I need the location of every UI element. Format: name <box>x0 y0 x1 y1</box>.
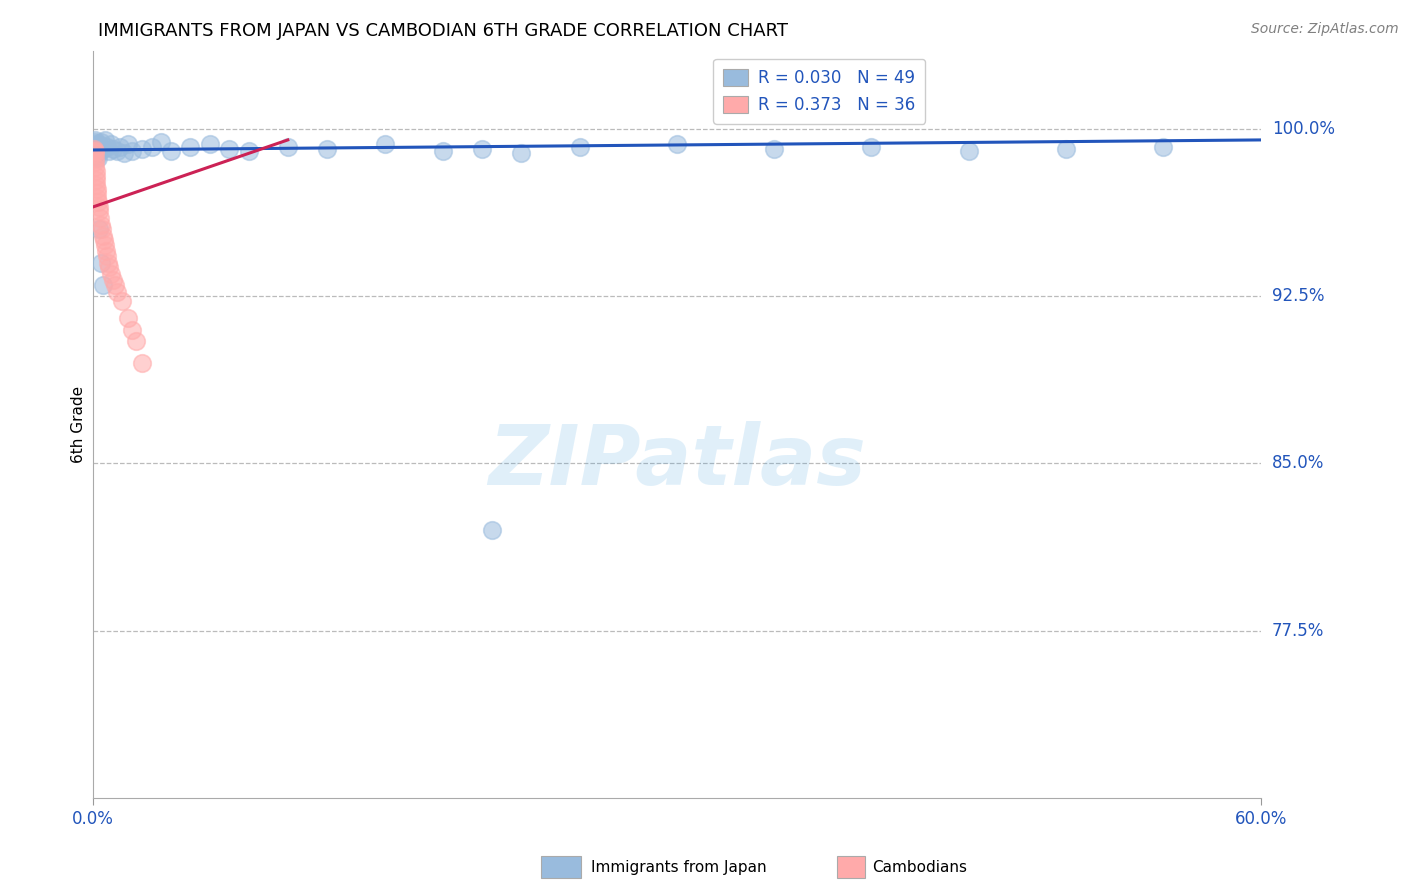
Point <box>374 137 396 152</box>
Point <box>87 195 110 210</box>
Point <box>315 142 337 156</box>
Point <box>87 144 110 158</box>
Y-axis label: 6th Grade: 6th Grade <box>72 386 86 463</box>
Point <box>101 142 124 156</box>
Text: ZIPatlas: ZIPatlas <box>488 421 866 502</box>
Point <box>238 144 260 158</box>
Point <box>125 334 148 348</box>
Point <box>105 144 128 158</box>
Text: 77.5%: 77.5% <box>1272 622 1324 640</box>
Point <box>84 155 107 169</box>
Point <box>160 144 183 158</box>
Point <box>97 144 120 158</box>
Point <box>218 142 240 156</box>
Point <box>763 142 786 156</box>
Point <box>94 244 117 259</box>
Point <box>83 144 105 158</box>
Point <box>83 144 105 158</box>
Point <box>83 142 105 156</box>
Point <box>93 233 115 247</box>
Point <box>84 169 107 183</box>
Point <box>101 273 124 287</box>
Point <box>100 267 122 281</box>
Point <box>141 139 163 153</box>
Point <box>105 285 128 299</box>
Point <box>91 222 114 236</box>
Point <box>90 255 112 269</box>
Point <box>96 139 118 153</box>
Point <box>150 135 173 149</box>
Point <box>957 144 980 158</box>
Point <box>83 139 105 153</box>
Point <box>89 139 111 153</box>
Point <box>86 191 108 205</box>
Point <box>432 144 454 158</box>
Point <box>131 356 153 370</box>
Text: Source: ZipAtlas.com: Source: ZipAtlas.com <box>1251 22 1399 37</box>
Point <box>87 137 110 152</box>
Point <box>471 142 494 156</box>
Point <box>84 142 107 156</box>
Point <box>860 139 883 153</box>
Point <box>84 178 107 192</box>
Point <box>198 137 221 152</box>
Point <box>90 135 112 149</box>
Point <box>87 200 110 214</box>
Point <box>568 139 591 153</box>
Point <box>665 137 688 152</box>
Point <box>100 137 122 152</box>
Point <box>103 277 125 292</box>
Point <box>94 237 117 252</box>
Point <box>86 146 108 161</box>
Point <box>277 139 299 153</box>
Point <box>83 146 105 161</box>
Point <box>179 139 201 153</box>
Point <box>117 137 139 152</box>
Point <box>121 322 143 336</box>
Point <box>86 186 108 201</box>
Text: 100.0%: 100.0% <box>1272 120 1334 137</box>
Point <box>117 311 139 326</box>
Point <box>1152 139 1174 153</box>
Text: Immigrants from Japan: Immigrants from Japan <box>591 860 766 874</box>
Point <box>110 139 132 153</box>
Point <box>510 146 533 161</box>
Point <box>89 211 111 225</box>
Point <box>131 142 153 156</box>
Text: Cambodians: Cambodians <box>872 860 967 874</box>
Text: 85.0%: 85.0% <box>1272 454 1324 473</box>
Point <box>84 160 107 174</box>
Point <box>86 148 108 162</box>
Point <box>1054 142 1077 156</box>
Point <box>111 293 134 308</box>
Point <box>91 142 114 156</box>
Point <box>112 146 135 161</box>
Point <box>84 133 107 147</box>
Text: 92.5%: 92.5% <box>1272 287 1324 305</box>
Point <box>87 204 110 219</box>
Point <box>91 277 114 292</box>
Point <box>91 228 114 243</box>
Point <box>83 135 105 149</box>
Point <box>121 144 143 158</box>
Point <box>87 151 110 165</box>
Point <box>87 222 110 236</box>
Point <box>97 260 120 274</box>
Point <box>86 144 108 158</box>
Point <box>97 255 120 269</box>
Point <box>84 137 107 152</box>
Point <box>84 164 107 178</box>
Point <box>90 218 112 232</box>
Point <box>481 524 503 538</box>
Point <box>96 249 118 263</box>
Point <box>86 182 108 196</box>
Legend: R = 0.030   N = 49, R = 0.373   N = 36: R = 0.030 N = 49, R = 0.373 N = 36 <box>713 59 925 124</box>
Point <box>84 151 107 165</box>
Point <box>84 173 107 187</box>
Text: IMMIGRANTS FROM JAPAN VS CAMBODIAN 6TH GRADE CORRELATION CHART: IMMIGRANTS FROM JAPAN VS CAMBODIAN 6TH G… <box>98 22 789 40</box>
Point <box>94 133 117 147</box>
